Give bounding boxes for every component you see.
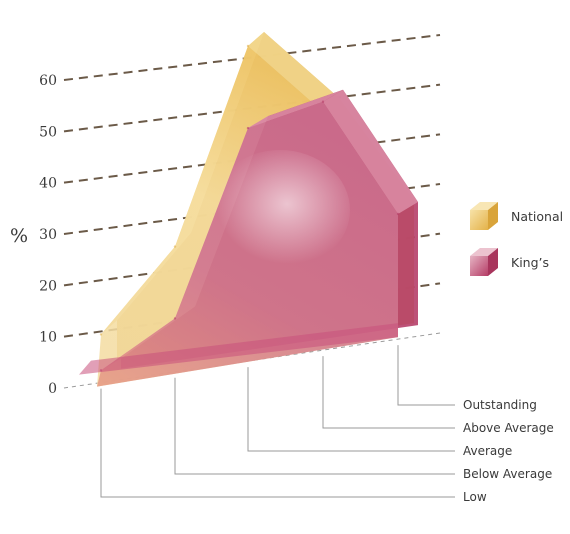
national-swatch-icon [470,202,498,230]
cube-front [470,256,488,276]
category-label: Outstanding [463,398,537,412]
data-point [99,333,103,336]
legend-item-national: National [470,202,563,230]
data-point [173,245,177,248]
y-tick-label: 20 [39,278,57,294]
cube-top [470,202,498,210]
data-point [246,126,250,130]
cube-front [470,210,488,230]
highlight [210,150,350,270]
cube-side [488,202,498,230]
category-label: Low [463,490,487,504]
y-axis-label: % [10,225,28,247]
y-tick-label: 50 [39,124,57,140]
category-label: Above Average [463,421,554,435]
y-tick-label: 0 [48,381,57,397]
cube-side [488,248,498,276]
cube-top [470,248,498,256]
data-point [246,44,250,48]
legend-item-kings: King’s [470,248,549,276]
category-leader [100,388,455,498]
y-tick-label: 60 [39,73,57,89]
gridline [63,34,441,81]
category-label: Below Average [463,467,552,481]
category-leader [247,367,455,452]
series-top-face [248,31,339,112]
category-leader [397,345,455,406]
y-tick-label: 30 [39,227,57,243]
data-point [173,317,177,320]
category-labels: Low Below Average Average Above Average Outs… [463,398,554,504]
category-leaders [100,345,455,498]
legend-label-national: National [511,209,563,224]
data-point [321,100,325,103]
legend: National King’s [470,202,563,276]
category-leader [322,356,455,429]
category-leader [174,377,455,475]
gridline [63,83,441,133]
series-base-slab [79,323,398,375]
kings-swatch-icon [470,248,498,276]
series-top-face [323,89,418,214]
y-tick-label: 40 [39,176,57,192]
y-tick-label: 10 [39,330,57,346]
y-tick-labels: 0 10 20 30 40 50 60 [39,73,57,397]
category-label: Average [463,444,512,458]
plot-areas [79,31,418,387]
legend-label-kings: King’s [511,255,549,270]
series-top-face [248,89,343,129]
data-point [396,212,400,216]
